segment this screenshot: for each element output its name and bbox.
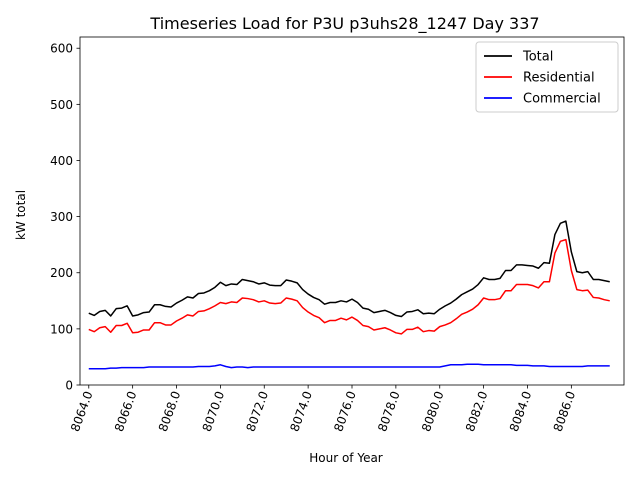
y-tick-label: 300 — [50, 210, 73, 224]
y-tick-label: 0 — [65, 379, 73, 393]
legend-label-total: Total — [522, 50, 553, 65]
y-tick-label: 600 — [50, 42, 73, 56]
legend: Total Residential Commercial — [475, 41, 619, 113]
y-tick-label: 100 — [50, 322, 73, 336]
legend-label-commercial: Commercial — [523, 92, 601, 107]
y-tick-label: 500 — [50, 98, 73, 112]
chart-title: Timeseries Load for P3U p3uhs28_1247 Day… — [149, 14, 539, 34]
y-tick-label: 400 — [50, 154, 73, 168]
x-axis-label: Hour of Year — [309, 451, 383, 465]
series-line-commercial — [88, 363, 610, 370]
y-tick-label: 200 — [50, 266, 73, 280]
series-line-residential — [88, 238, 610, 335]
series-line-total — [88, 220, 610, 318]
legend-box — [475, 41, 619, 113]
legend-label-residential: Residential — [523, 71, 595, 86]
y-axis-label: kW total — [14, 190, 28, 240]
